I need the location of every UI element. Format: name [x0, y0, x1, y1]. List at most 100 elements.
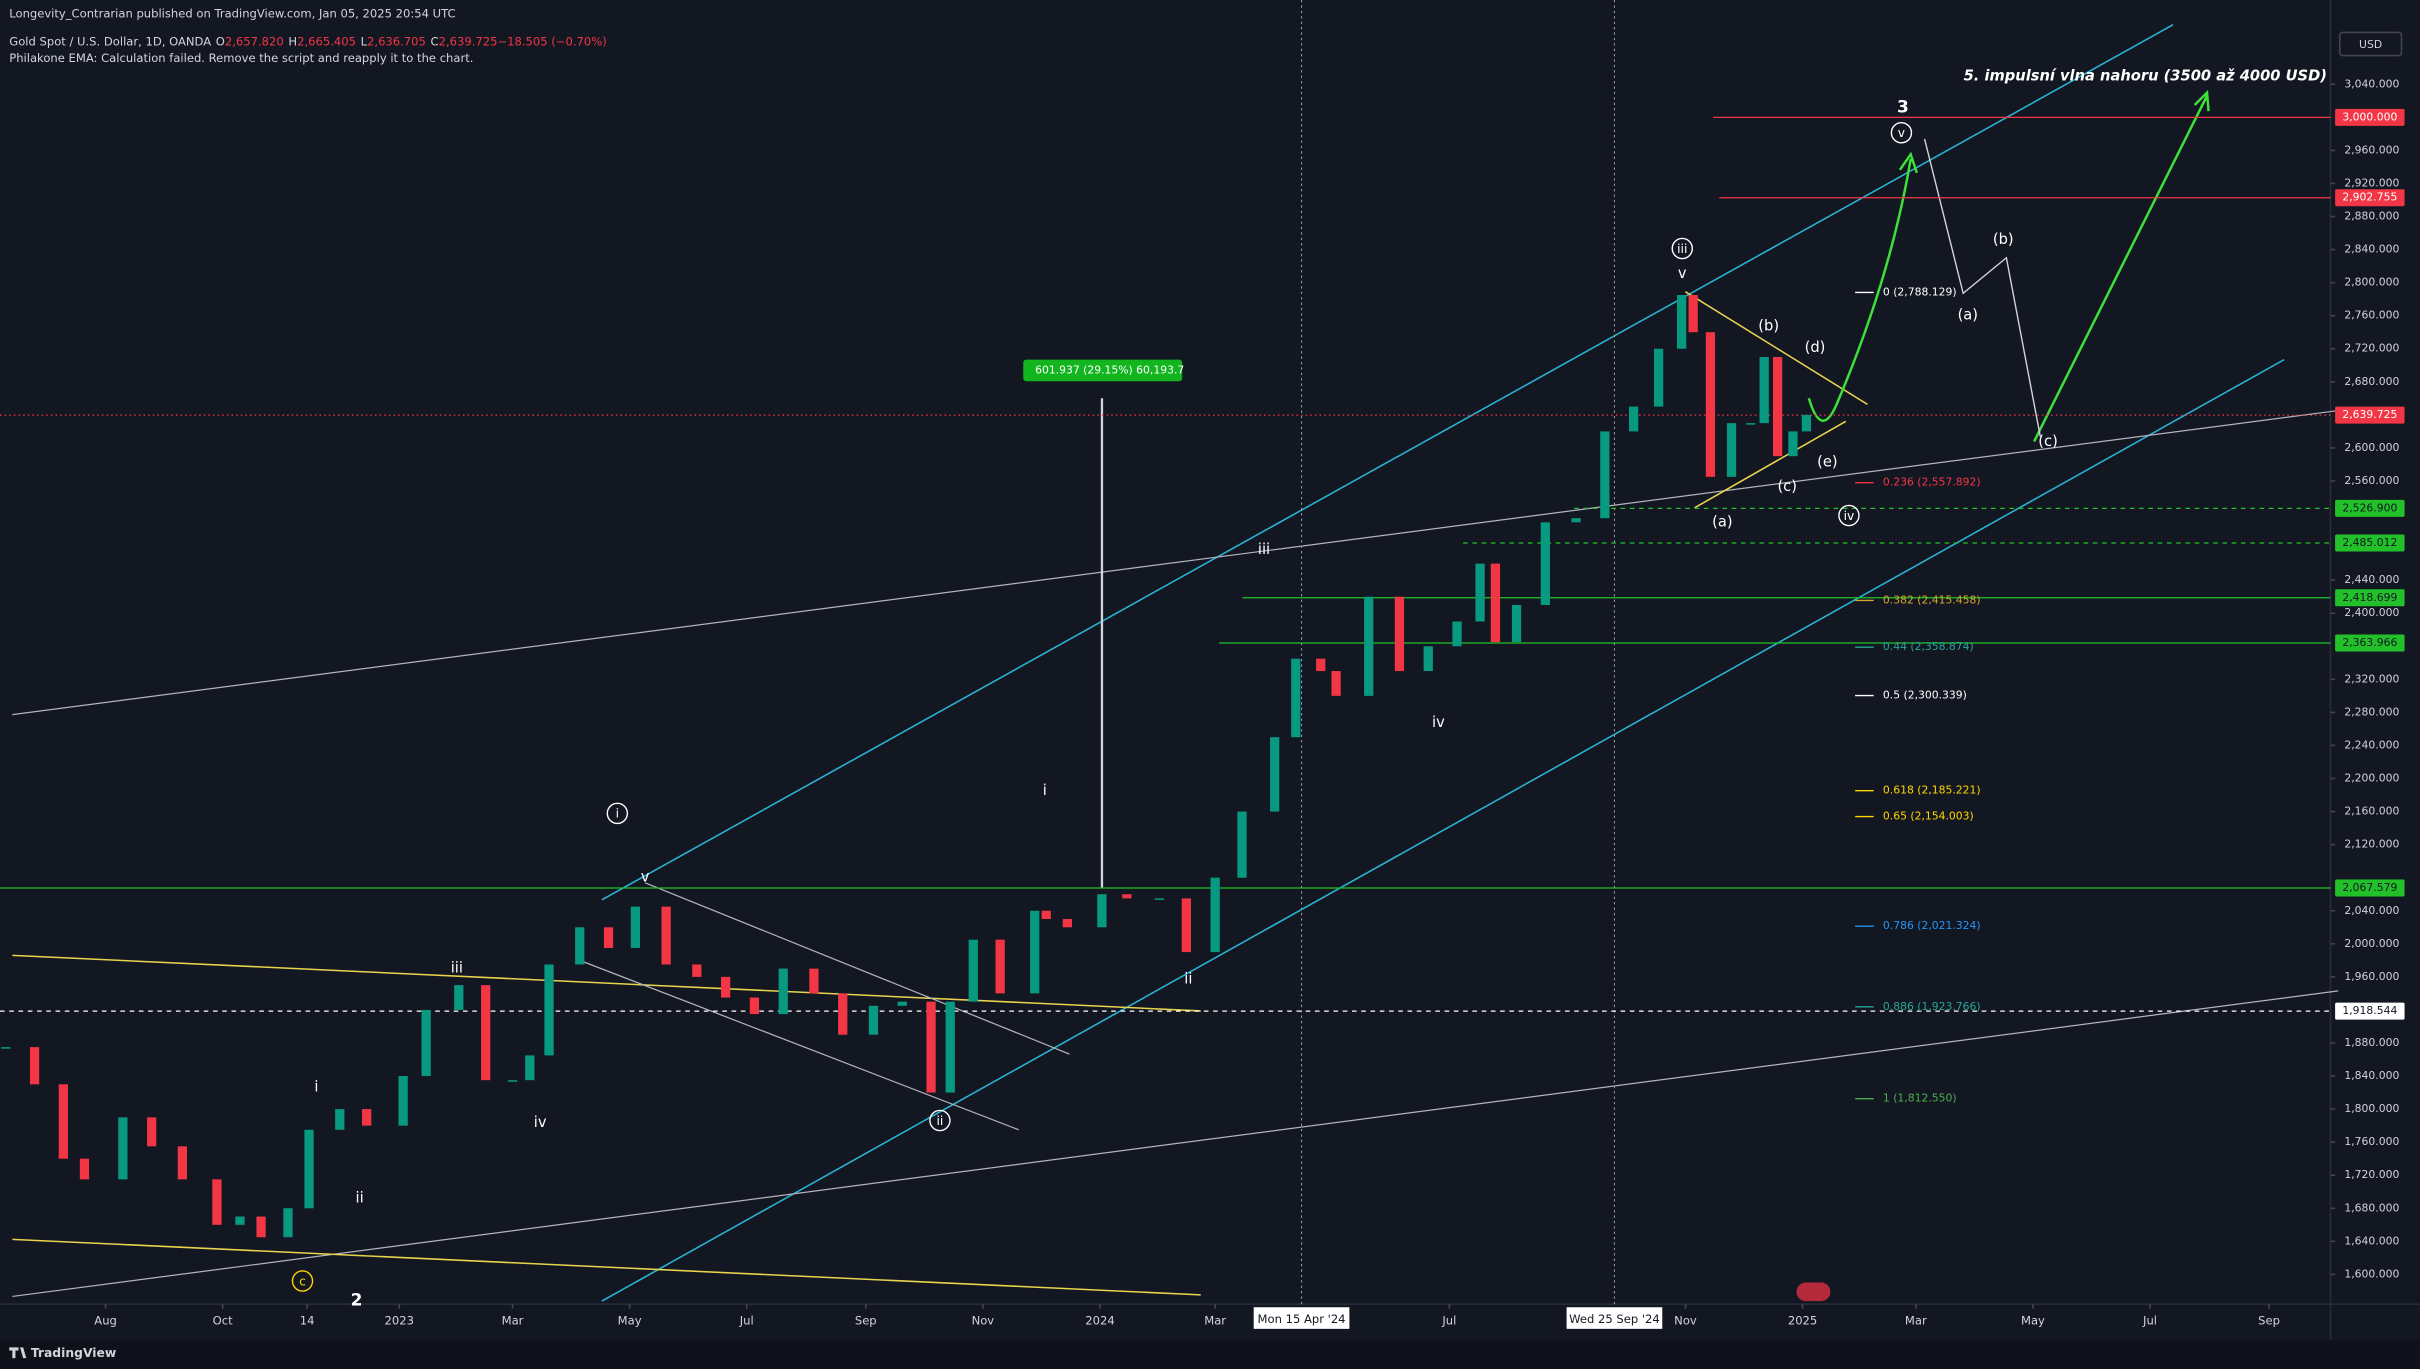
fib-label: 0.886 (1,923.766)	[1883, 1000, 1981, 1013]
price-label: 2,526.900	[2342, 501, 2397, 514]
wave-label: iii	[451, 959, 463, 976]
candle	[79, 1158, 90, 1180]
wave-label: iv	[1432, 714, 1445, 731]
candle	[968, 939, 978, 1002]
y-tick-label: 2,120.000	[2344, 838, 2399, 851]
ohlc-key: O	[216, 34, 225, 48]
x-tick-label: Aug	[94, 1314, 117, 1328]
y-tick-label: 1,720.000	[2344, 1168, 2399, 1181]
fib-label: 0.65 (2,154.003)	[1883, 810, 1974, 823]
measure-label: 601.937 (29.15%) 60,193.7	[1035, 363, 1184, 376]
wave-label: ii	[356, 1189, 364, 1206]
projection-path	[2033, 95, 2209, 442]
projection-path	[1923, 138, 2042, 437]
y-tick-label: 2,920.000	[2344, 176, 2399, 189]
candle	[398, 1076, 408, 1126]
wave-circle	[606, 802, 629, 825]
logo: TradingView	[31, 1346, 116, 1360]
candle	[749, 997, 760, 1015]
candle	[1705, 332, 1716, 477]
wave-circle	[1671, 237, 1693, 260]
candle	[1746, 423, 1756, 425]
x-tick-label: Sep	[855, 1314, 877, 1328]
candle	[575, 927, 585, 965]
candle	[118, 1117, 128, 1180]
candle	[1030, 910, 1040, 994]
candle	[1097, 894, 1107, 928]
candle	[897, 1001, 907, 1006]
candle	[1062, 919, 1072, 928]
wave-circle	[929, 1109, 951, 1132]
price-label: 3,000.000	[2342, 110, 2397, 123]
y-tick-label: 2,440.000	[2344, 573, 2399, 586]
x-tick-label: 2025	[1788, 1314, 1817, 1328]
trend-line	[644, 882, 1070, 1055]
y-tick-label: 2,560.000	[2344, 474, 2399, 487]
candle	[1364, 596, 1374, 696]
currency-box	[2338, 31, 2403, 57]
y-tick-label: 2,200.000	[2344, 772, 2399, 785]
currency-label[interactable]: USD	[2359, 38, 2382, 51]
y-tick-label: 2,760.000	[2344, 309, 2399, 322]
y-tick-label: 1,680.000	[2344, 1201, 2399, 1214]
y-tick-label: 2,240.000	[2344, 738, 2399, 751]
candle	[507, 1080, 518, 1082]
x-tick-label: Jul	[739, 1314, 754, 1328]
events-icon[interactable]	[1796, 1282, 1831, 1302]
x-tick-label: Jul	[1441, 1314, 1456, 1328]
price-label-box	[2335, 634, 2405, 652]
candle	[1677, 295, 1687, 349]
y-tick-label: 1,840.000	[2344, 1069, 2399, 1082]
candle	[544, 964, 554, 1056]
candle	[212, 1179, 222, 1225]
trend-line	[12, 990, 2339, 1298]
ohlc-value: −18.505 (−0.70%)	[497, 34, 606, 48]
channel-line	[601, 358, 2285, 1302]
candle	[1759, 357, 1769, 424]
ohlc-value: 2,665.405	[297, 34, 356, 48]
logo-icon	[9, 1347, 27, 1359]
candle	[362, 1109, 372, 1126]
y-tick-label: 2,960.000	[2344, 143, 2399, 156]
candle	[1629, 406, 1639, 432]
wave-circle	[291, 1270, 314, 1292]
y-tick-label: 1,760.000	[2344, 1135, 2399, 1148]
price-label: 2,067.579	[2342, 881, 2397, 894]
triangle-line	[1694, 420, 1847, 509]
ohlc-key: H	[288, 34, 297, 48]
candle	[926, 1001, 936, 1093]
wave-label: (e)	[1817, 453, 1837, 470]
arrow-head	[2193, 89, 2210, 112]
candle	[1122, 894, 1132, 899]
y-tick-label: 2,680.000	[2344, 375, 2399, 388]
y-tick-label: 2,720.000	[2344, 342, 2399, 355]
candle	[1688, 295, 1698, 333]
fib-label: 0.382 (2,415.458)	[1883, 593, 1981, 606]
x-tick-label: Sep	[2258, 1314, 2280, 1328]
candle	[1571, 518, 1581, 523]
candle	[1772, 357, 1783, 457]
ohlc-key: L	[361, 34, 368, 48]
wave-label: ii	[1184, 970, 1192, 987]
channel-line	[601, 24, 2174, 901]
measure-box	[1023, 359, 1183, 382]
candle	[1475, 563, 1485, 622]
crosshair-box	[1253, 1307, 1350, 1329]
x-tick-label: Jul	[2142, 1314, 2157, 1328]
x-tick-label: 2023	[385, 1314, 414, 1328]
x-tick-label: 2024	[1085, 1314, 1114, 1328]
wave-circle	[1890, 122, 1913, 144]
price-label-box	[2335, 589, 2405, 607]
y-tick-label: 1,640.000	[2344, 1234, 2399, 1247]
fib-label: 1 (1,812.550)	[1883, 1092, 1957, 1105]
wave-label: (c)	[1777, 478, 1797, 495]
wave-label: iii	[1677, 242, 1687, 256]
wave-label: (a)	[1958, 307, 1978, 324]
candle	[661, 906, 671, 965]
candle	[147, 1117, 157, 1147]
wave-label: 3	[1897, 97, 1909, 117]
candle	[1210, 877, 1220, 953]
x-tick-label: Mar	[502, 1314, 524, 1328]
trend-line	[12, 954, 1201, 1012]
